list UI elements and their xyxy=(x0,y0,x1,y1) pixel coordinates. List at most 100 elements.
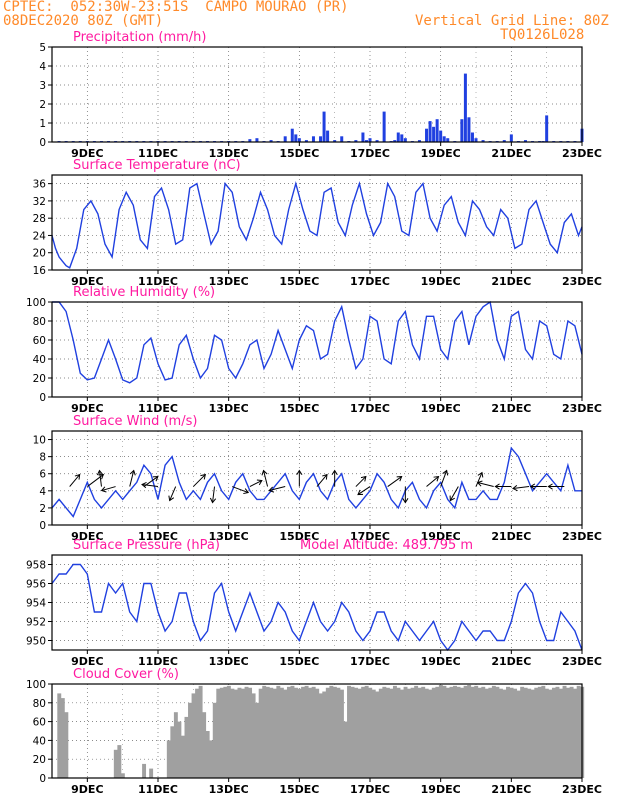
wind-vector-head xyxy=(477,471,484,478)
wind-vector xyxy=(357,486,371,495)
panel-6-cloud-bar xyxy=(375,691,380,778)
panel-2-xtick-label: 13DEC xyxy=(209,275,249,288)
panel-1-ytick-label: 2 xyxy=(39,99,46,111)
panel-6-cloud-bar xyxy=(173,712,178,778)
wind-vector-head xyxy=(168,495,175,502)
panel-1-bar xyxy=(403,138,407,142)
panel-3-xtick-label: 11DEC xyxy=(138,402,178,415)
wind-vector-head xyxy=(322,473,328,480)
panel-6-cloud-bar xyxy=(506,686,510,778)
panel-6-ytick-label: 100 xyxy=(26,679,46,691)
model-altitude-label: Model Altitude: 489.795 m xyxy=(300,538,473,553)
panel-6-cloud-bar xyxy=(488,687,493,778)
wind-vector-head xyxy=(433,475,440,482)
wind-vector xyxy=(249,480,263,487)
panel-1-bar xyxy=(470,132,474,142)
panel-6-cloud-bar xyxy=(548,689,553,778)
panel-3-series-line xyxy=(52,300,583,384)
panel-1-bar xyxy=(361,132,365,142)
panel-4-xtick-label: 21DEC xyxy=(491,530,531,543)
panel-1-bar xyxy=(428,121,432,142)
panel-5-ytick-label: 950 xyxy=(26,636,46,648)
wind-vector-head xyxy=(512,484,518,492)
panel-1-bar xyxy=(446,138,450,142)
panel-1-bar xyxy=(248,139,252,142)
panel-2-xtick-label: 9DEC xyxy=(71,275,103,288)
panel-6-cloud-bar xyxy=(431,687,436,778)
panel-6-cloud-bar xyxy=(498,688,503,778)
wind-vector xyxy=(212,486,216,503)
panel-5-ytick-label: 952 xyxy=(26,617,46,629)
panel-1-bar xyxy=(463,73,467,142)
panel-6-cloud-bar xyxy=(262,685,267,778)
panel-6-cloud-bar xyxy=(417,687,422,778)
panel-6-cloud-bar xyxy=(442,685,447,778)
wind-vector xyxy=(269,486,286,492)
panel-5-ytick-label: 954 xyxy=(26,598,46,610)
panel-1-bar xyxy=(435,119,439,142)
panel-6-cloud-bar xyxy=(117,745,122,778)
panel-1-bar xyxy=(304,140,308,142)
panel-1-xtick-label: 11DEC xyxy=(138,147,178,160)
panel-1-bar xyxy=(333,140,337,142)
panel-1-bar xyxy=(481,140,485,142)
panel-6-cloud-bar xyxy=(438,684,443,778)
panel-2-ytick-label: 36 xyxy=(33,179,47,191)
panel-3-xtick-label: 9DEC xyxy=(71,402,103,415)
wind-vector-head xyxy=(268,486,275,493)
panel-6-cloud-bar xyxy=(318,693,323,778)
panel-6-xtick-label: 9DEC xyxy=(71,783,103,796)
panel-1-ytick-label: 3 xyxy=(39,80,46,92)
panel-5-xtick-label: 11DEC xyxy=(138,655,178,668)
wind-vector-head xyxy=(494,483,500,490)
panel-1-bar xyxy=(340,136,344,142)
panel-6-cloud-bar xyxy=(449,686,454,778)
panel-6-cloud-bar xyxy=(421,686,426,778)
panel-6-cloud-bar xyxy=(555,686,560,778)
panel-1-bar xyxy=(311,136,315,142)
panel-6-ytick-label: 20 xyxy=(33,754,46,766)
wind-vector-head xyxy=(396,476,403,482)
panel-6-ytick-label: 80 xyxy=(33,698,46,710)
panel-6-cloud-bar xyxy=(350,686,355,778)
panel-1-frame xyxy=(51,46,583,143)
panel-6-cloud-bar xyxy=(456,686,461,778)
panel-2-ytick-label: 20 xyxy=(33,248,46,260)
panel-6-cloud-bar xyxy=(343,721,348,778)
panel-6-cloud-bar xyxy=(297,688,302,778)
panel-6-cloud-bar xyxy=(120,773,125,778)
panel-6-ytick-label: 0 xyxy=(39,773,46,785)
wind-vector xyxy=(98,470,102,487)
panel-6-cloud-bar xyxy=(463,685,468,778)
panel-6-cloud-bar xyxy=(219,687,224,778)
panel-6-cloud-bar xyxy=(435,686,440,778)
panel-5-series-line xyxy=(51,563,583,652)
wind-vector-head xyxy=(476,480,483,487)
panel-6-cloud-bar xyxy=(255,702,260,778)
product-code: TQ0126L028 xyxy=(500,27,585,43)
wind-vector-head xyxy=(529,483,536,490)
panel-6-cloud-bar xyxy=(491,685,496,778)
panel-3-xtick-label: 17DEC xyxy=(350,402,390,415)
panel-6-cloud-bar xyxy=(170,726,175,778)
panel-6-cloud-bar xyxy=(223,686,228,778)
wind-vector-head xyxy=(261,469,268,476)
panel-6-cloud-bar xyxy=(403,686,408,778)
panel-6-cloud-bar xyxy=(57,693,62,778)
panel-1-bar xyxy=(400,134,404,142)
panel-6-cloud-bar xyxy=(149,768,154,778)
panel-1-xtick-label: 13DEC xyxy=(209,147,249,160)
panel-6-cloud-bar xyxy=(113,749,118,778)
panel-4-ytick-label: 8 xyxy=(39,452,46,464)
panel-1-title: Precipitation (mm/h) xyxy=(73,30,206,45)
panel-4-xtick-label: 17DEC xyxy=(350,530,390,543)
panel-5-xtick-label: 21DEC xyxy=(491,655,531,668)
panel-6-cloud-bar xyxy=(428,689,433,778)
panel-6-cloud-bar xyxy=(325,687,330,778)
panel-4-frame xyxy=(51,430,583,526)
panel-6-cloud-bar xyxy=(541,685,546,778)
wind-vector-head xyxy=(141,481,147,489)
panel-2-xtick-label: 21DEC xyxy=(491,275,531,288)
panel-1-bar xyxy=(502,140,506,142)
